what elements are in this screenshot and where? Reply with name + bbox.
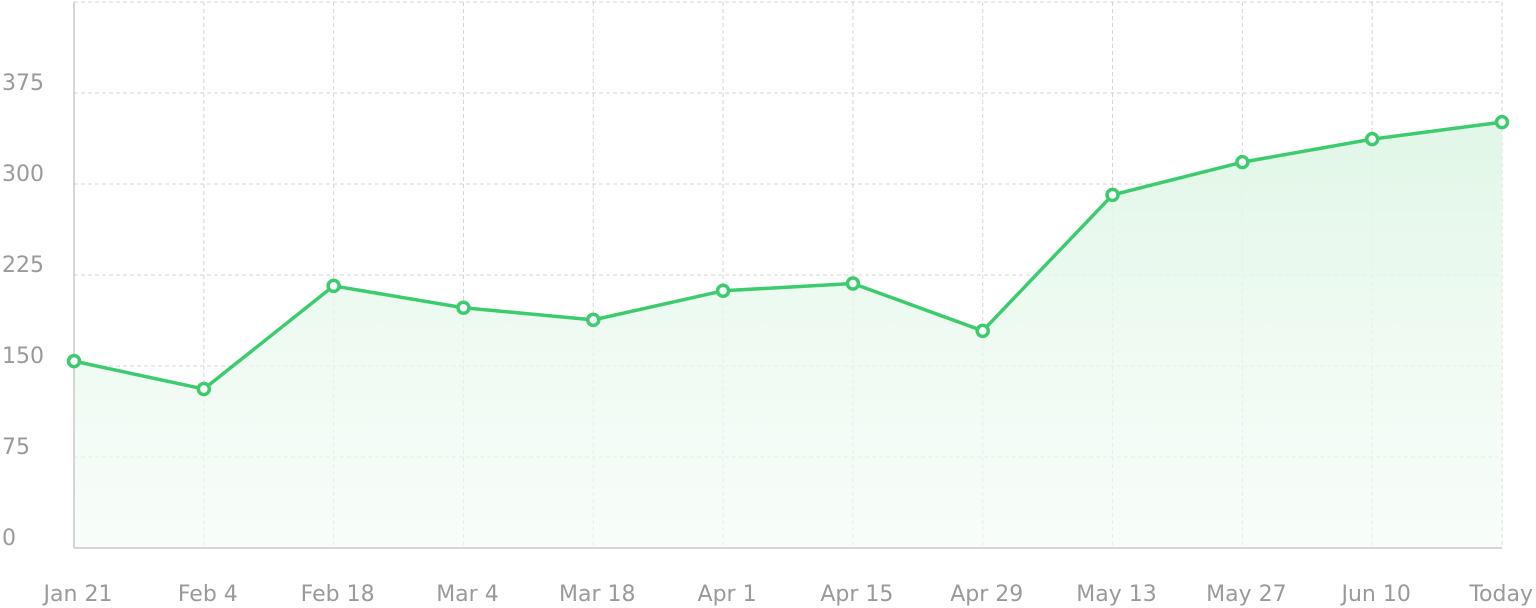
data-point[interactable] <box>1235 154 1250 170</box>
x-tick-label: Jun 10 <box>1339 582 1410 607</box>
data-point[interactable] <box>456 300 471 316</box>
y-tick-label: 375 <box>2 71 44 96</box>
y-tick-label: 75 <box>2 435 30 460</box>
y-tick-label: 150 <box>2 344 44 369</box>
data-point[interactable] <box>196 381 212 397</box>
series-line <box>72 120 1504 391</box>
y-tick-label: 300 <box>2 162 44 187</box>
x-tick-label: Mar 18 <box>559 582 636 607</box>
x-axis-ticks: Jan 21 Feb 4 Feb 18 Mar 4 Mar 18 Apr 1 Apr 15 A… <box>42 582 1533 607</box>
data-point[interactable] <box>66 353 82 369</box>
x-tick-label: Feb 18 <box>301 582 375 607</box>
x-tick-label: May 27 <box>1206 582 1286 607</box>
data-point[interactable] <box>1364 131 1380 147</box>
y-axis-ticks: 0 75 150 225 300 375 <box>2 71 44 551</box>
data-point[interactable] <box>1105 187 1120 203</box>
data-point[interactable] <box>715 283 731 299</box>
data-points <box>66 114 1510 397</box>
data-point[interactable] <box>586 312 601 328</box>
data-point[interactable] <box>326 278 341 294</box>
y-tick-label: 0 <box>2 526 16 551</box>
x-tick-label: Today <box>1468 582 1533 607</box>
x-tick-label: Jan 21 <box>42 582 113 607</box>
data-point[interactable] <box>1494 114 1510 130</box>
data-point[interactable] <box>975 323 990 339</box>
x-tick-label: Apr 29 <box>950 582 1023 607</box>
series-area <box>74 122 1502 549</box>
x-tick-label: Mar 4 <box>436 582 499 607</box>
axes <box>73 2 1502 549</box>
data-point[interactable] <box>845 276 861 291</box>
series-lines <box>72 120 1504 391</box>
x-tick-label: Feb 4 <box>178 582 238 607</box>
y-tick-label: 225 <box>2 253 44 278</box>
x-tick-label: Apr 1 <box>698 582 757 607</box>
x-tick-label: Apr 15 <box>820 582 893 607</box>
x-tick-label: May 13 <box>1076 582 1156 607</box>
area-fill <box>74 122 1502 549</box>
